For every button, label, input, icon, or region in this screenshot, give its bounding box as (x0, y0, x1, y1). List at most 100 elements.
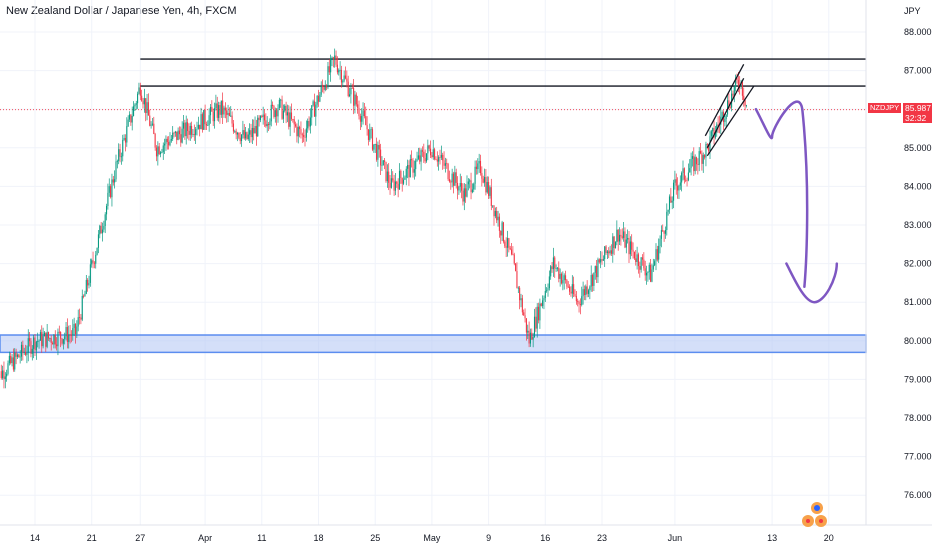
candle-body (685, 179, 687, 181)
candle-body (23, 352, 25, 353)
candle-body (172, 132, 174, 140)
candle-body (62, 339, 64, 344)
candle-body (351, 87, 353, 89)
candle-body (308, 120, 310, 127)
candle-body (565, 275, 567, 281)
candle-body (650, 264, 652, 282)
candle-body (601, 259, 603, 261)
candle-body (398, 170, 401, 190)
candle-body (384, 160, 386, 162)
candle-body (366, 125, 368, 130)
candle-body (717, 124, 719, 126)
candle-body (128, 114, 131, 120)
candle-body (259, 116, 261, 121)
candle-body (473, 183, 475, 190)
candle-body (203, 110, 205, 130)
candle-body (87, 279, 89, 286)
candle-body (301, 134, 303, 136)
candle-body (92, 260, 94, 263)
candle-body (504, 241, 506, 247)
candle-body (316, 95, 318, 105)
candle-body (573, 284, 575, 295)
candle-body (643, 259, 645, 269)
candle-body (288, 112, 290, 127)
candle-body (353, 87, 355, 106)
candle-body (671, 200, 673, 203)
candle-body (330, 59, 332, 73)
candle-body (303, 134, 305, 138)
candle-body (157, 146, 159, 157)
candle-body (687, 172, 689, 181)
candle-body (26, 352, 28, 355)
candle-body (367, 129, 369, 140)
candle-body (20, 344, 23, 357)
price-axis[interactable]: 88.00087.00086.00085.00084.00083.00082.0… (904, 27, 932, 500)
candle-body (4, 376, 6, 380)
candle-body (343, 75, 345, 81)
x-tick-label: May (423, 533, 441, 543)
candle-body (710, 131, 712, 137)
candle-body (34, 337, 36, 351)
candle-body (7, 363, 9, 374)
x-tick-label: 20 (824, 533, 834, 543)
candle-body (359, 116, 361, 122)
candle-body (517, 287, 519, 289)
candle-body (46, 332, 48, 347)
candle-body (305, 128, 307, 138)
candle-body (388, 171, 390, 183)
candle-body (420, 150, 422, 162)
candle-body (602, 259, 604, 261)
candle-body (558, 267, 560, 279)
support-zone[interactable] (0, 334, 867, 354)
time-axis[interactable]: 14 21 27 Apr 11 18 25 May 9 16 23 Jun 13 20 (30, 533, 834, 543)
candle-body (444, 163, 446, 166)
candle-body (386, 171, 388, 182)
candle-body (640, 257, 642, 270)
candle-body (385, 161, 387, 182)
candle-body (390, 178, 392, 188)
candle-body (312, 101, 314, 106)
candle-body (683, 168, 685, 180)
candle-body (550, 266, 552, 277)
candle-body (596, 266, 598, 278)
candle-body (651, 269, 653, 282)
candle-body (670, 196, 672, 203)
candle-body (68, 334, 70, 342)
candle-body (614, 242, 617, 249)
candle-body (258, 117, 260, 121)
y-tick-label: 76.000 (904, 490, 932, 500)
candle-body (454, 172, 456, 186)
candle-body (706, 143, 708, 145)
candle-body (535, 316, 537, 329)
x-tick-label: 21 (87, 533, 97, 543)
candle-body (60, 331, 62, 339)
candle-body (39, 332, 41, 341)
candle-body (361, 116, 363, 122)
candle-body (585, 286, 587, 295)
candle-body (58, 331, 60, 333)
rising-wedge-channel[interactable] (704, 64, 755, 157)
candle-body (403, 179, 405, 184)
x-tick-label: 23 (597, 533, 607, 543)
candle-body (112, 179, 114, 183)
candle-body (72, 328, 74, 336)
candle-body (627, 237, 629, 240)
candle-body (74, 323, 77, 335)
candle-body (69, 334, 71, 336)
projection-arrow[interactable] (754, 100, 839, 304)
candle-body (173, 132, 175, 134)
candle-body (262, 114, 264, 117)
candle-body (646, 272, 648, 276)
candle-body (195, 129, 197, 135)
candle-body (704, 155, 706, 158)
candle-body (412, 160, 414, 173)
candle-body (555, 268, 557, 269)
candle-body (544, 290, 546, 299)
candle-body (641, 257, 644, 260)
candle-body (205, 124, 207, 126)
y-tick-label: 84.000 (904, 181, 932, 191)
candle-body (404, 177, 406, 180)
candle-body (350, 87, 352, 95)
candle-body (586, 286, 588, 294)
